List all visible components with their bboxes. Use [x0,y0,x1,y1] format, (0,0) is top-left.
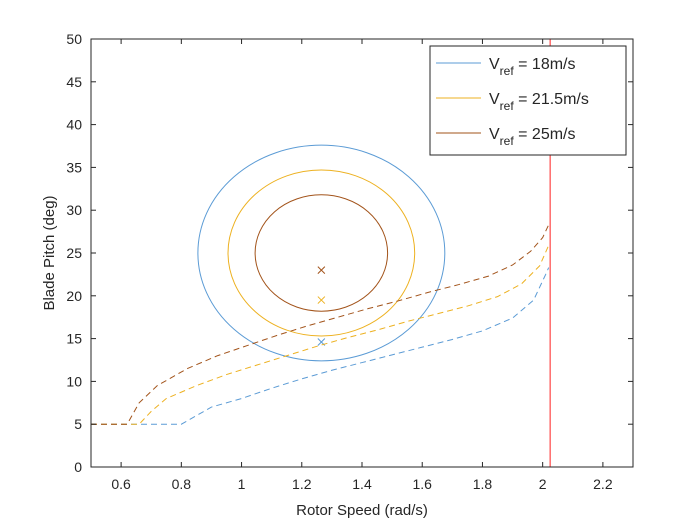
boundary-line-18m-s [91,267,550,425]
x-tick-label: 0.8 [172,476,192,492]
legend-label-18: Vref = 18m/s [489,56,576,78]
x-tick-label: 1.4 [352,476,372,492]
y-tick-label: 40 [66,117,82,133]
legend-entry-25: Vref = 25m/s [436,126,576,148]
y-tick-label: 20 [66,288,82,304]
legend: Vref = 18m/s Vref = 21.5m/s Vref = 25m/s [429,45,627,156]
x-tick-label: 1 [238,476,246,492]
boundary-line-21-5m-s [91,245,550,425]
y-tick-label: 45 [66,74,82,90]
x-tick-label: 2 [539,476,547,492]
x-tick-label: 2.2 [593,476,613,492]
ellipse-21-5m-s [227,169,416,337]
ellipse-18m-s [197,144,446,362]
axis-ticks: 0.6 0.8 1 1.2 1.4 1.6 1.8 2 2.2 0 5 10 15 20 25 30 35 40 4… [66,31,633,492]
y-tick-label: 10 [66,373,82,389]
marker-21-5m-s [317,296,326,304]
y-tick-label: 15 [66,331,82,347]
y-tick-label: 0 [74,459,82,475]
y-axis-label: Blade Pitch (deg) [41,195,58,310]
legend-box [429,45,627,156]
x-tick-label: 1.2 [292,476,312,492]
legend-label-21-5: Vref = 21.5m/s [489,91,589,113]
x-tick-label: 1.6 [412,476,432,492]
boundary-line-25m-s [91,224,550,425]
ellipse-25m-s [254,194,389,312]
y-tick-label: 5 [74,416,82,432]
x-axis-label: Rotor Speed (rad/s) [296,502,428,519]
y-tick-label: 35 [66,159,82,175]
legend-label-25: Vref = 25m/s [489,126,576,148]
x-tick-label: 0.6 [111,476,131,492]
x-tick-label: 1.8 [473,476,493,492]
y-tick-label: 25 [66,245,82,261]
marker-25m-s [317,266,326,274]
legend-entry-21-5: Vref = 21.5m/s [436,91,589,113]
legend-entry-18: Vref = 18m/s [436,56,576,78]
y-tick-label: 30 [66,202,82,218]
y-tick-label: 50 [66,31,82,47]
